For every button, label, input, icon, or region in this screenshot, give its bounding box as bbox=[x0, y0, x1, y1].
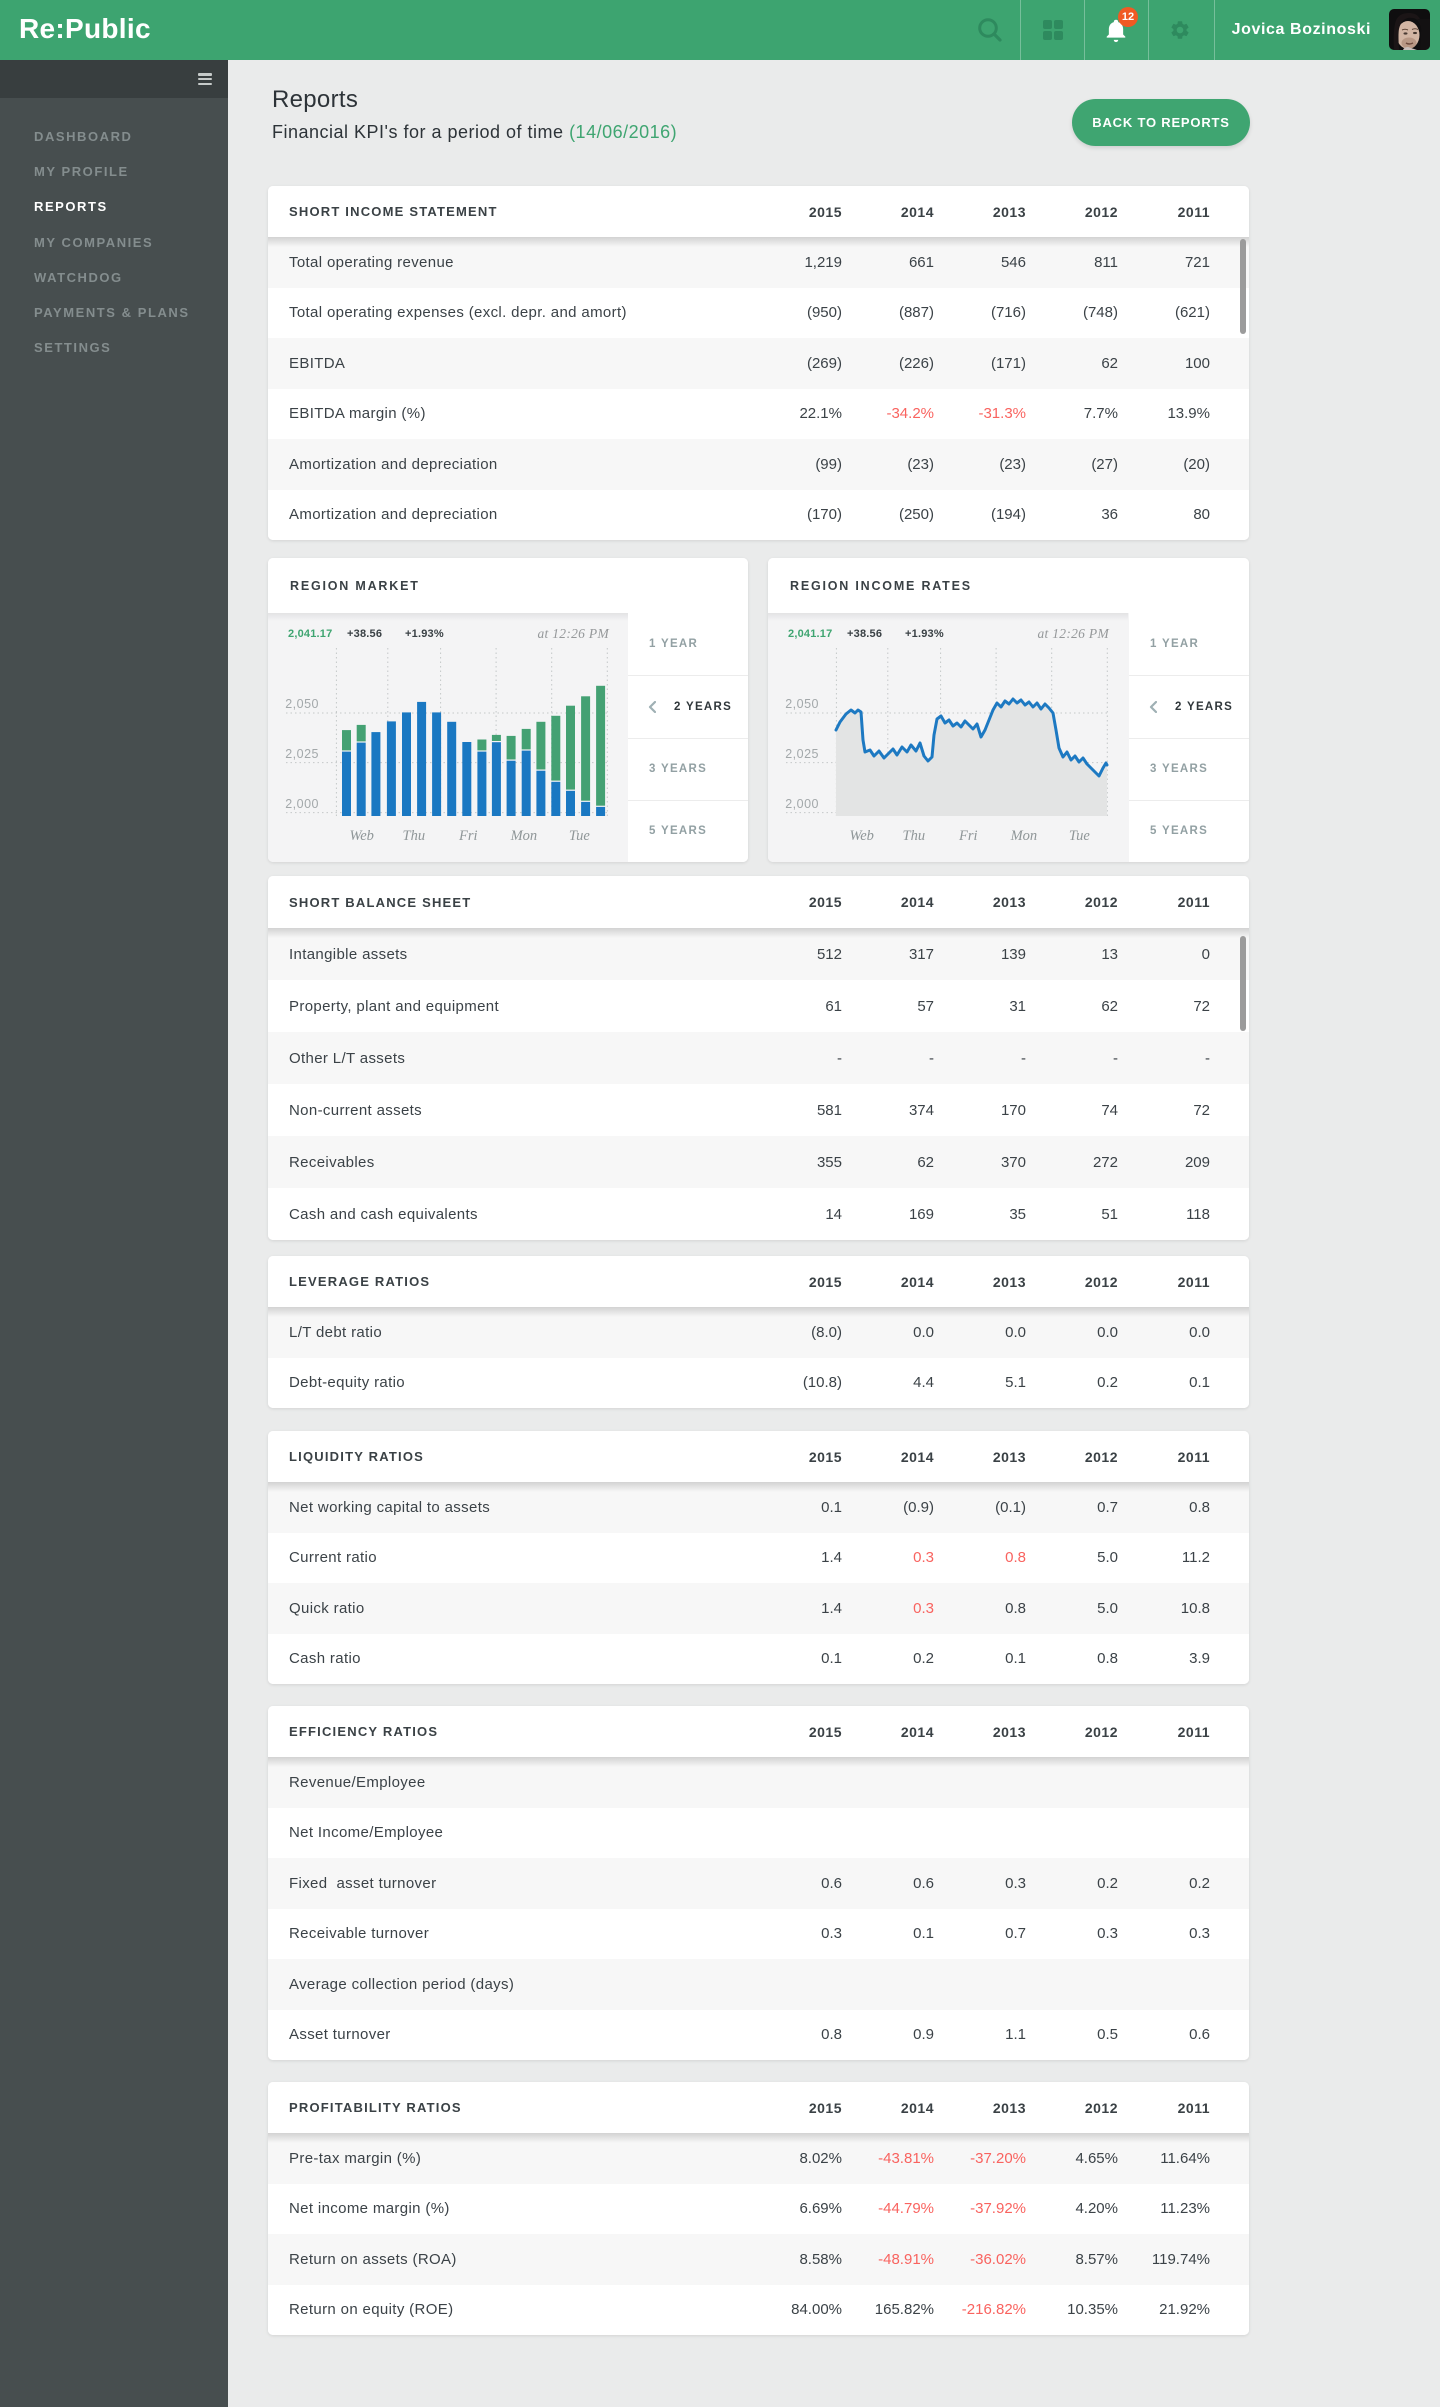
svg-text:2,000: 2,000 bbox=[285, 797, 319, 811]
svg-text:Fri: Fri bbox=[958, 828, 978, 844]
svg-text:2,000: 2,000 bbox=[785, 797, 819, 811]
svg-text:Fri: Fri bbox=[458, 828, 478, 844]
svg-text:2,050: 2,050 bbox=[785, 697, 819, 711]
svg-text:Web: Web bbox=[849, 828, 873, 844]
svg-text:2,025: 2,025 bbox=[285, 747, 319, 761]
svg-text:2,025: 2,025 bbox=[785, 747, 819, 761]
svg-text:Tue: Tue bbox=[1069, 828, 1091, 844]
svg-text:Tue: Tue bbox=[569, 828, 591, 844]
svg-text:Web: Web bbox=[349, 828, 373, 844]
svg-text:Thu: Thu bbox=[903, 828, 926, 844]
svg-text:2,050: 2,050 bbox=[285, 697, 319, 711]
svg-text:Thu: Thu bbox=[403, 828, 426, 844]
svg-text:Mon: Mon bbox=[510, 828, 538, 844]
svg-text:Mon: Mon bbox=[1010, 828, 1038, 844]
